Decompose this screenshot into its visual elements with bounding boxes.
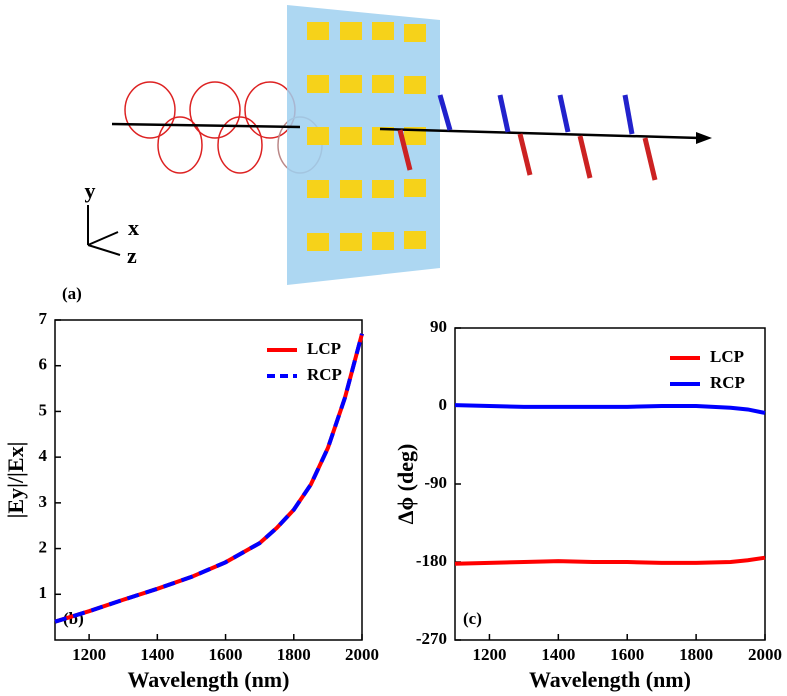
beam-axis: [379, 127, 701, 140]
waves-right: [397, 94, 658, 181]
y-tick-label: 3: [39, 492, 48, 511]
axis-z-label: z: [127, 243, 137, 268]
y-axis-label: |Ey|/|Ex|: [3, 442, 28, 519]
y-tick-label: 4: [39, 446, 48, 465]
x-tick-label: 1200: [472, 645, 506, 664]
x-tick-label: 1600: [209, 645, 243, 664]
coord-axes: [87, 205, 121, 256]
y-tick-label: 5: [39, 400, 48, 419]
x-tick-label: 1400: [541, 645, 575, 664]
y-tick-label: 0: [439, 395, 448, 414]
x-tick-label: 2000: [748, 645, 782, 664]
panel-label: (c): [463, 609, 482, 628]
antenna-array: [307, 22, 426, 251]
x-tick-label: 1800: [277, 645, 311, 664]
legend-label: RCP: [710, 373, 745, 392]
panel-label: (a): [62, 284, 82, 303]
legend-label: LCP: [710, 347, 744, 366]
beam-axis: [111, 122, 301, 129]
legend-label: LCP: [307, 339, 341, 358]
x-tick-label: 2000: [345, 645, 379, 664]
y-tick-label: -90: [424, 473, 447, 492]
data-line: [454, 555, 766, 566]
y-tick-label: -180: [416, 551, 447, 570]
diagram: y x z (a): [62, 5, 712, 303]
y-tick-label: 90: [430, 317, 447, 336]
x-tick-label: 1800: [679, 645, 713, 664]
legend-label: RCP: [307, 365, 342, 384]
axis-y-label: y: [85, 178, 96, 203]
y-tick-label: 7: [39, 309, 48, 328]
data-line: [454, 403, 766, 415]
y-tick-label: -270: [416, 629, 447, 648]
plot-frame: [54, 319, 363, 641]
data-line: [54, 333, 364, 624]
beam-arrow: [696, 132, 712, 144]
x-tick-label: 1400: [140, 645, 174, 664]
y-tick-label: 1: [39, 583, 48, 602]
x-axis-label: Wavelength (nm): [529, 667, 691, 692]
waves-left: [124, 81, 323, 174]
x-tick-label: 1600: [610, 645, 644, 664]
x-axis-label: Wavelength (nm): [128, 667, 290, 692]
y-tick-label: 6: [39, 355, 48, 374]
x-tick-label: 1200: [72, 645, 106, 664]
axis-x-label: x: [128, 215, 139, 240]
y-axis-label: Δϕ (deg): [393, 444, 418, 525]
y-tick-label: 2: [39, 537, 48, 556]
